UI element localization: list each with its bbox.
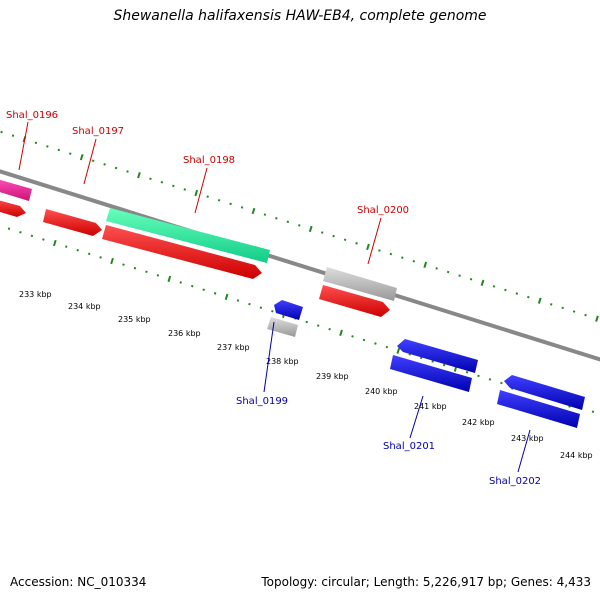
label-shal-0201[interactable]: Shal_0201 bbox=[383, 441, 435, 452]
feature-shal-0199-pseudo[interactable] bbox=[267, 317, 298, 337]
kbp-label: 243 kbp bbox=[511, 434, 544, 443]
label-shal-0202[interactable]: Shal_0202 bbox=[489, 476, 541, 487]
genome-summary-text: Topology: circular; Length: 5,226,917 bp… bbox=[261, 575, 591, 589]
feature-shal-0196-misc[interactable] bbox=[0, 177, 32, 201]
label-shal-0198[interactable]: Shal_0198 bbox=[183, 155, 235, 166]
feature-shal-0197-cds[interactable] bbox=[43, 209, 102, 236]
kbp-label: 244 kbp bbox=[560, 451, 593, 460]
kbp-label: 233 kbp bbox=[19, 290, 52, 299]
kbp-label: 240 kbp bbox=[365, 387, 398, 396]
genome-backbone bbox=[0, 152, 600, 397]
label-shal-0199[interactable]: Shal_0199 bbox=[236, 396, 288, 407]
feature-shal-0201-cds-b[interactable] bbox=[390, 355, 472, 392]
kbp-label: 236 kbp bbox=[168, 329, 201, 338]
kbp-label: 235 kbp bbox=[118, 315, 151, 324]
kbp-label: 238 kbp bbox=[266, 357, 299, 366]
feature-shal-0202-cds-b[interactable] bbox=[497, 390, 580, 428]
accession-text: Accession: NC_010334 bbox=[10, 575, 147, 589]
label-leaders bbox=[18, 121, 531, 473]
feature-shal-0198-cds[interactable] bbox=[102, 225, 262, 279]
map-title: Shewanella halifaxensis HAW-EB4, complet… bbox=[113, 8, 487, 24]
gene-features bbox=[0, 177, 585, 428]
kbp-scale-labels: 233 kbp 234 kbp 235 kbp 236 kbp 237 kbp … bbox=[19, 290, 593, 460]
kbp-label: 241 kbp bbox=[414, 402, 447, 411]
kbp-label: 234 kbp bbox=[68, 302, 101, 311]
feature-shal-0200-pseudo[interactable] bbox=[323, 267, 397, 301]
gene-labels: Shal_0196 Shal_0197 Shal_0198 Shal_0200 … bbox=[6, 110, 541, 487]
kbp-label: 242 kbp bbox=[462, 418, 495, 427]
kbp-label: 239 kbp bbox=[316, 372, 349, 381]
kbp-label: 237 kbp bbox=[217, 343, 250, 352]
feature-shal-0200-cds[interactable] bbox=[319, 285, 390, 317]
feature-shal-0196-cds[interactable] bbox=[0, 198, 26, 217]
feature-shal-0198-rna[interactable] bbox=[106, 208, 270, 263]
feature-shal-0202-cds-a[interactable] bbox=[504, 375, 585, 410]
feature-shal-0199-cds[interactable] bbox=[274, 300, 303, 320]
feature-shal-0201-cds-a[interactable] bbox=[397, 339, 478, 373]
label-shal-0200[interactable]: Shal_0200 bbox=[357, 205, 409, 216]
label-shal-0197[interactable]: Shal_0197 bbox=[72, 126, 124, 137]
label-shal-0196[interactable]: Shal_0196 bbox=[6, 110, 58, 121]
